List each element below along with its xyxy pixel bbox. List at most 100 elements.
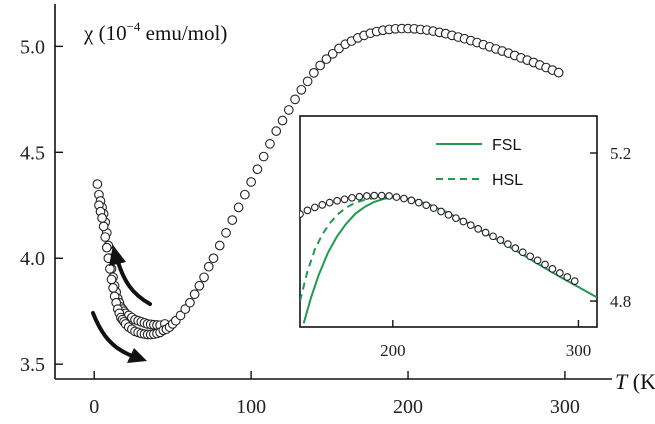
data-point — [185, 297, 195, 308]
inset-y-tick-label: 4.8 — [610, 292, 631, 311]
data-point — [189, 289, 200, 300]
data-point — [101, 242, 112, 253]
inset-plot: 200 300 4.8 5.2 FSL HSL — [299, 115, 631, 360]
inset-data-point — [496, 236, 505, 244]
inset-data-point — [400, 194, 408, 203]
main-data-points — [92, 23, 564, 340]
data-point — [199, 272, 209, 283]
data-point — [98, 221, 109, 232]
data-point — [108, 283, 118, 293]
data-point — [309, 68, 319, 78]
data-point — [208, 253, 219, 264]
inset-data-point — [489, 232, 497, 241]
x-tick-label: 300 — [550, 396, 580, 418]
inset-data-point — [385, 192, 393, 200]
title-open: (10 — [93, 21, 126, 45]
data-point — [203, 261, 214, 272]
data-point — [302, 76, 313, 87]
legend-hsl-label: HSL — [492, 172, 523, 189]
inset-data-point — [429, 204, 438, 213]
data-point — [327, 48, 338, 59]
inset-data-point — [414, 198, 423, 207]
data-point — [106, 274, 117, 285]
x-axis-unit: (K) — [627, 369, 655, 394]
data-point — [315, 60, 326, 71]
inset-data-point — [504, 240, 512, 248]
inset-data-point — [392, 193, 401, 201]
data-point — [180, 304, 191, 314]
inset-legend: FSL HSL — [436, 137, 523, 189]
data-point — [321, 54, 332, 64]
inset-data-point — [318, 200, 327, 209]
inset-data-point — [422, 201, 431, 210]
cooling-arrow — [91, 311, 132, 357]
data-point — [283, 105, 294, 115]
inset-data-point — [355, 192, 364, 201]
inset-data-point — [518, 248, 527, 257]
data-point — [227, 215, 238, 225]
data-point — [105, 263, 115, 274]
data-point — [290, 94, 300, 105]
y-tick-label: 3.5 — [20, 354, 45, 376]
main-title: χ (10−4 emu/mol) — [83, 19, 227, 45]
inset-x-tick-label: 200 — [380, 341, 406, 360]
data-point — [265, 138, 275, 149]
inset-data-point — [311, 203, 319, 212]
y-tick-label: 4.5 — [20, 142, 45, 164]
inset-x-tick-label: 300 — [566, 341, 592, 360]
data-point — [175, 310, 186, 321]
inset-data-point — [377, 191, 386, 200]
data-point — [214, 240, 225, 251]
data-point — [553, 67, 564, 78]
data-point — [252, 164, 263, 175]
inset-data-point — [407, 196, 416, 205]
data-point — [221, 227, 231, 238]
data-point — [271, 126, 282, 136]
y-tick-label: 5.0 — [20, 36, 45, 58]
title-exponent: −4 — [127, 19, 141, 34]
title-close: emu/mol) — [140, 21, 227, 45]
inset-data-point — [563, 273, 572, 281]
inset-data-point — [533, 256, 542, 265]
inset-data-point — [370, 191, 379, 200]
inset-data-points — [300, 191, 579, 285]
inset-data-point — [541, 260, 549, 269]
data-point — [296, 84, 307, 95]
inset-data-point — [348, 193, 356, 202]
inset-data-point — [437, 207, 445, 216]
inset-data-point — [303, 206, 312, 215]
inset-data-point — [548, 265, 557, 273]
inset-data-point — [466, 221, 475, 230]
inset-data-point — [444, 210, 453, 219]
data-point — [240, 189, 250, 200]
inset-data-point — [300, 210, 304, 218]
inset-data-point — [459, 217, 468, 226]
inset-data-point — [526, 252, 535, 261]
inset-data-point — [325, 198, 334, 207]
data-point — [92, 179, 103, 189]
data-point — [97, 213, 107, 223]
inset-data-point — [474, 225, 483, 233]
main-ticks: 0 100 200 300 3.5 4.0 4.5 5.0 — [20, 36, 580, 418]
inset-frame — [299, 115, 598, 328]
x-tick-label: 0 — [89, 396, 99, 418]
x-tick-label: 200 — [393, 396, 423, 418]
inset-data-point — [340, 195, 349, 204]
legend-fsl-label: FSL — [492, 137, 521, 154]
inset-y-tick-label: 5.2 — [610, 144, 631, 163]
inset-data-point — [362, 192, 371, 200]
x-axis-label: T (K) — [615, 369, 655, 394]
inset-data-point — [511, 244, 520, 253]
data-point — [258, 151, 269, 162]
data-point — [246, 177, 256, 187]
cooling-arrow-head — [127, 348, 147, 363]
warming-arrow — [116, 260, 152, 306]
title-symbol: χ — [83, 21, 94, 45]
inset-data-point — [333, 196, 341, 205]
x-axis-symbol: T — [615, 369, 629, 394]
data-point — [277, 115, 288, 126]
inset-data-point — [570, 277, 579, 285]
inset-data-point — [452, 214, 460, 223]
